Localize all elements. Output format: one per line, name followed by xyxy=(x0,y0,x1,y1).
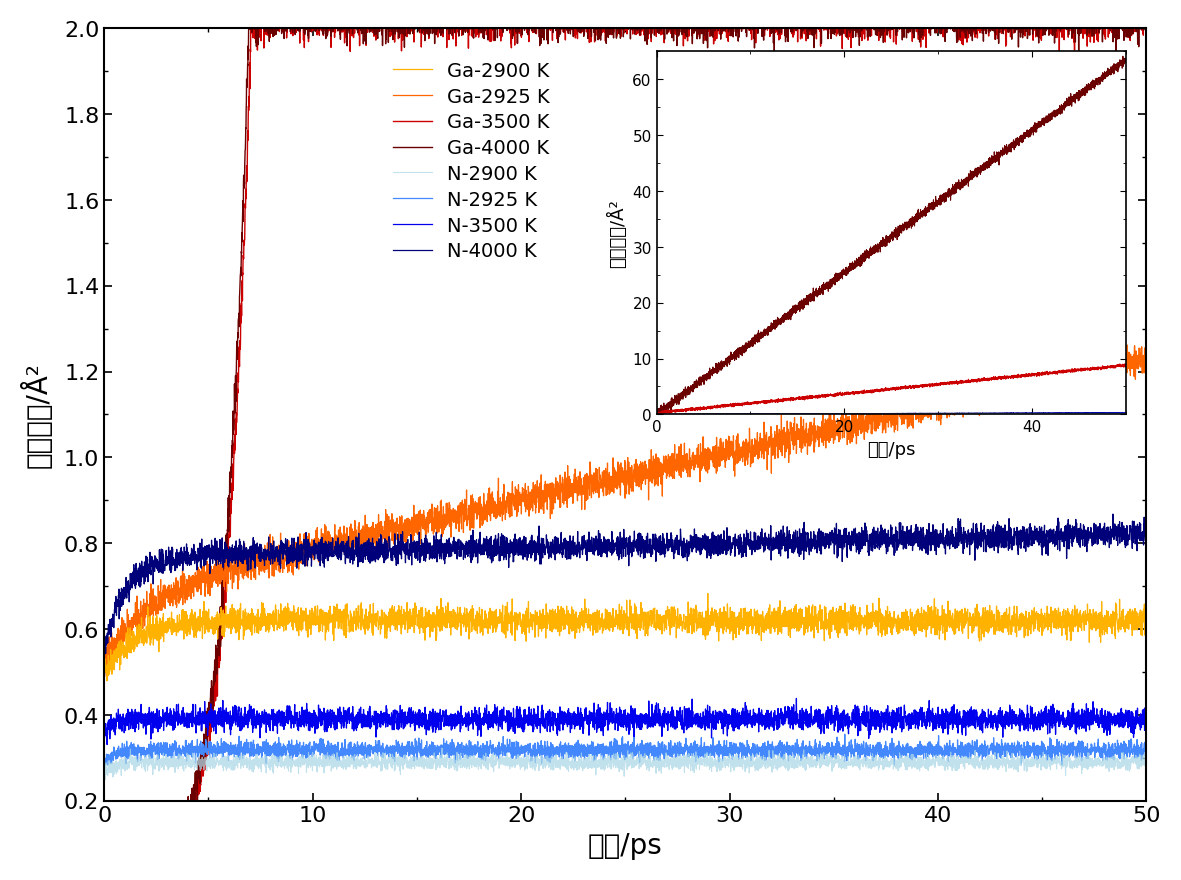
Line: N-2925 K: N-2925 K xyxy=(104,735,1146,765)
Line: Ga-4000 K: Ga-4000 K xyxy=(104,7,1146,880)
Line: Ga-2900 K: Ga-2900 K xyxy=(104,594,1146,681)
N-3500 K xyxy=(100,739,115,750)
N-2900 K xyxy=(97,766,111,777)
Line: N-2900 K: N-2900 K xyxy=(104,748,1146,780)
Ga-2925 K xyxy=(954,392,968,402)
N-2900 K xyxy=(1138,757,1153,767)
Ga-2925 K xyxy=(98,671,112,682)
N-4000 K xyxy=(287,546,301,557)
Ga-3500 K xyxy=(954,19,968,30)
N-3500 K xyxy=(495,712,509,722)
N-3500 K xyxy=(954,714,968,724)
N-4000 K xyxy=(1105,510,1120,520)
Line: Ga-2925 K: Ga-2925 K xyxy=(104,346,1146,677)
N-2925 K xyxy=(100,759,115,770)
N-2900 K xyxy=(496,752,510,763)
Line: N-4000 K: N-4000 K xyxy=(104,515,1146,654)
Ga-2925 K xyxy=(875,414,889,425)
Legend: Ga-2900 K, Ga-2925 K, Ga-3500 K, Ga-4000 K, N-2900 K, N-2925 K, N-3500 K, N-4000: Ga-2900 K, Ga-2925 K, Ga-3500 K, Ga-4000… xyxy=(385,54,557,269)
Ga-3500 K xyxy=(495,27,509,38)
Ga-2925 K xyxy=(1138,348,1153,359)
Ga-3500 K xyxy=(722,26,736,37)
N-2900 K xyxy=(875,756,889,766)
N-4000 K xyxy=(495,539,509,550)
Ga-4000 K xyxy=(875,26,889,36)
Ga-4000 K xyxy=(496,28,510,39)
Ga-2925 K xyxy=(97,662,111,672)
Ga-4000 K xyxy=(1138,30,1153,40)
Ga-3500 K xyxy=(775,24,789,34)
Ga-3500 K xyxy=(246,2,260,12)
N-2925 K xyxy=(954,748,968,759)
N-2900 K xyxy=(954,756,968,766)
Ga-2900 K xyxy=(99,676,113,686)
Ga-2925 K xyxy=(287,554,301,565)
Ga-2925 K xyxy=(722,432,736,443)
N-2900 K xyxy=(287,755,301,766)
Ga-2900 K xyxy=(954,605,968,615)
Ga-3500 K xyxy=(875,16,889,26)
Ga-2900 K xyxy=(775,608,789,619)
Ga-2900 K xyxy=(1138,621,1153,632)
N-4000 K xyxy=(722,533,736,544)
N-3500 K xyxy=(287,722,301,733)
N-4000 K xyxy=(98,649,112,659)
N-4000 K xyxy=(954,539,968,549)
Ga-2925 K xyxy=(495,489,509,500)
N-3500 K xyxy=(789,693,803,704)
N-3500 K xyxy=(775,710,789,721)
Ga-2900 K xyxy=(875,629,889,640)
N-2925 K xyxy=(775,740,789,751)
N-4000 K xyxy=(97,640,111,650)
N-2925 K xyxy=(722,744,736,755)
Ga-2925 K xyxy=(775,451,789,461)
N-2925 K xyxy=(875,745,889,756)
Ga-3500 K xyxy=(1138,17,1153,27)
Line: N-3500 K: N-3500 K xyxy=(104,699,1146,744)
Ga-2900 K xyxy=(723,628,737,639)
Ga-4000 K xyxy=(954,15,968,26)
Y-axis label: 均方位移/Å²: 均方位移/Å² xyxy=(21,362,53,467)
Ga-4000 K xyxy=(287,24,301,34)
Ga-2900 K xyxy=(495,600,509,611)
N-4000 K xyxy=(875,533,889,544)
N-2925 K xyxy=(495,751,509,761)
N-4000 K xyxy=(775,532,789,542)
Ga-3500 K xyxy=(287,21,301,32)
N-2925 K xyxy=(97,756,111,766)
N-2900 K xyxy=(775,757,789,767)
Ga-2900 K xyxy=(97,664,111,674)
N-2900 K xyxy=(723,749,737,759)
Ga-4000 K xyxy=(723,12,737,23)
N-3500 K xyxy=(97,736,111,746)
X-axis label: 时间/ps: 时间/ps xyxy=(588,832,663,859)
Ga-4000 K xyxy=(775,13,789,24)
Line: Ga-3500 K: Ga-3500 K xyxy=(104,7,1146,880)
N-3500 K xyxy=(722,719,736,730)
N-3500 K xyxy=(875,714,889,724)
N-3500 K xyxy=(1138,718,1153,729)
Ga-2925 K xyxy=(1120,341,1134,351)
N-2900 K xyxy=(98,774,112,785)
N-2900 K xyxy=(435,743,449,753)
N-2925 K xyxy=(1138,746,1153,757)
Ga-2900 K xyxy=(287,601,301,612)
N-2925 K xyxy=(837,730,852,740)
Ga-4000 K xyxy=(244,2,259,12)
Ga-2900 K xyxy=(700,589,715,599)
N-4000 K xyxy=(1138,527,1153,538)
N-2925 K xyxy=(287,750,301,760)
